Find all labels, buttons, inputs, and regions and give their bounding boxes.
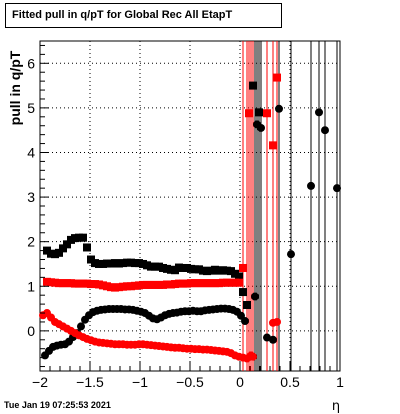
square-marker xyxy=(249,81,257,90)
x-tick-label: −0.5 xyxy=(176,374,204,390)
y-tick-label: 1 xyxy=(27,278,35,294)
y-tick-label: 6 xyxy=(27,55,35,71)
x-axis-label: η xyxy=(332,399,340,414)
square-marker xyxy=(245,109,253,118)
x-tick-label: 0 xyxy=(236,374,244,390)
square-marker xyxy=(235,272,243,281)
circle-marker xyxy=(257,123,265,132)
square-marker xyxy=(239,263,247,272)
square-marker xyxy=(55,248,63,257)
y-axis-label: pull in q/pT xyxy=(7,50,23,125)
circle-marker xyxy=(307,181,315,190)
x-tick-label: −1.5 xyxy=(76,374,104,390)
circle-marker xyxy=(249,352,257,361)
circle-marker xyxy=(251,292,259,301)
square-marker xyxy=(59,244,67,253)
square-marker xyxy=(239,288,247,297)
square-marker xyxy=(255,108,263,117)
timestamp: Tue Jan 19 07:25:53 2021 xyxy=(4,400,111,410)
x-tick-label: −1 xyxy=(132,374,148,390)
square-marker xyxy=(269,141,277,150)
y-tick-label: 0 xyxy=(27,323,35,339)
circle-marker xyxy=(273,317,281,326)
x-tick-label: −2 xyxy=(32,374,48,390)
circle-marker xyxy=(269,335,277,344)
y-tick-label: 3 xyxy=(27,189,35,205)
square-marker xyxy=(243,301,251,309)
circle-marker xyxy=(321,126,329,135)
y-tick-label: 4 xyxy=(27,144,35,160)
square-marker xyxy=(63,240,71,249)
y-tick-label: 5 xyxy=(27,100,35,116)
chart-title: Fitted pull in q/pT for Global Rec All E… xyxy=(5,3,282,28)
circle-marker xyxy=(315,108,323,117)
circle-marker xyxy=(333,184,341,193)
x-tick-label: 0.5 xyxy=(280,374,300,390)
circle-marker xyxy=(77,322,85,331)
square-marker xyxy=(273,73,281,82)
x-tick-label: 1 xyxy=(336,374,344,390)
square-marker xyxy=(235,278,243,287)
circle-marker xyxy=(287,250,295,259)
circle-marker xyxy=(263,333,271,342)
circle-marker xyxy=(241,317,249,326)
square-marker xyxy=(83,243,91,252)
square-marker xyxy=(263,109,271,118)
square-marker xyxy=(79,233,87,242)
y-tick-label: 2 xyxy=(27,234,35,250)
circle-marker xyxy=(275,104,283,113)
data-markers xyxy=(39,73,341,363)
error-bars xyxy=(242,41,338,371)
axes: −2 −1.5 −1 −0.5 0 0.5 1 0 1 2 3 4 5 6 xyxy=(27,44,344,390)
